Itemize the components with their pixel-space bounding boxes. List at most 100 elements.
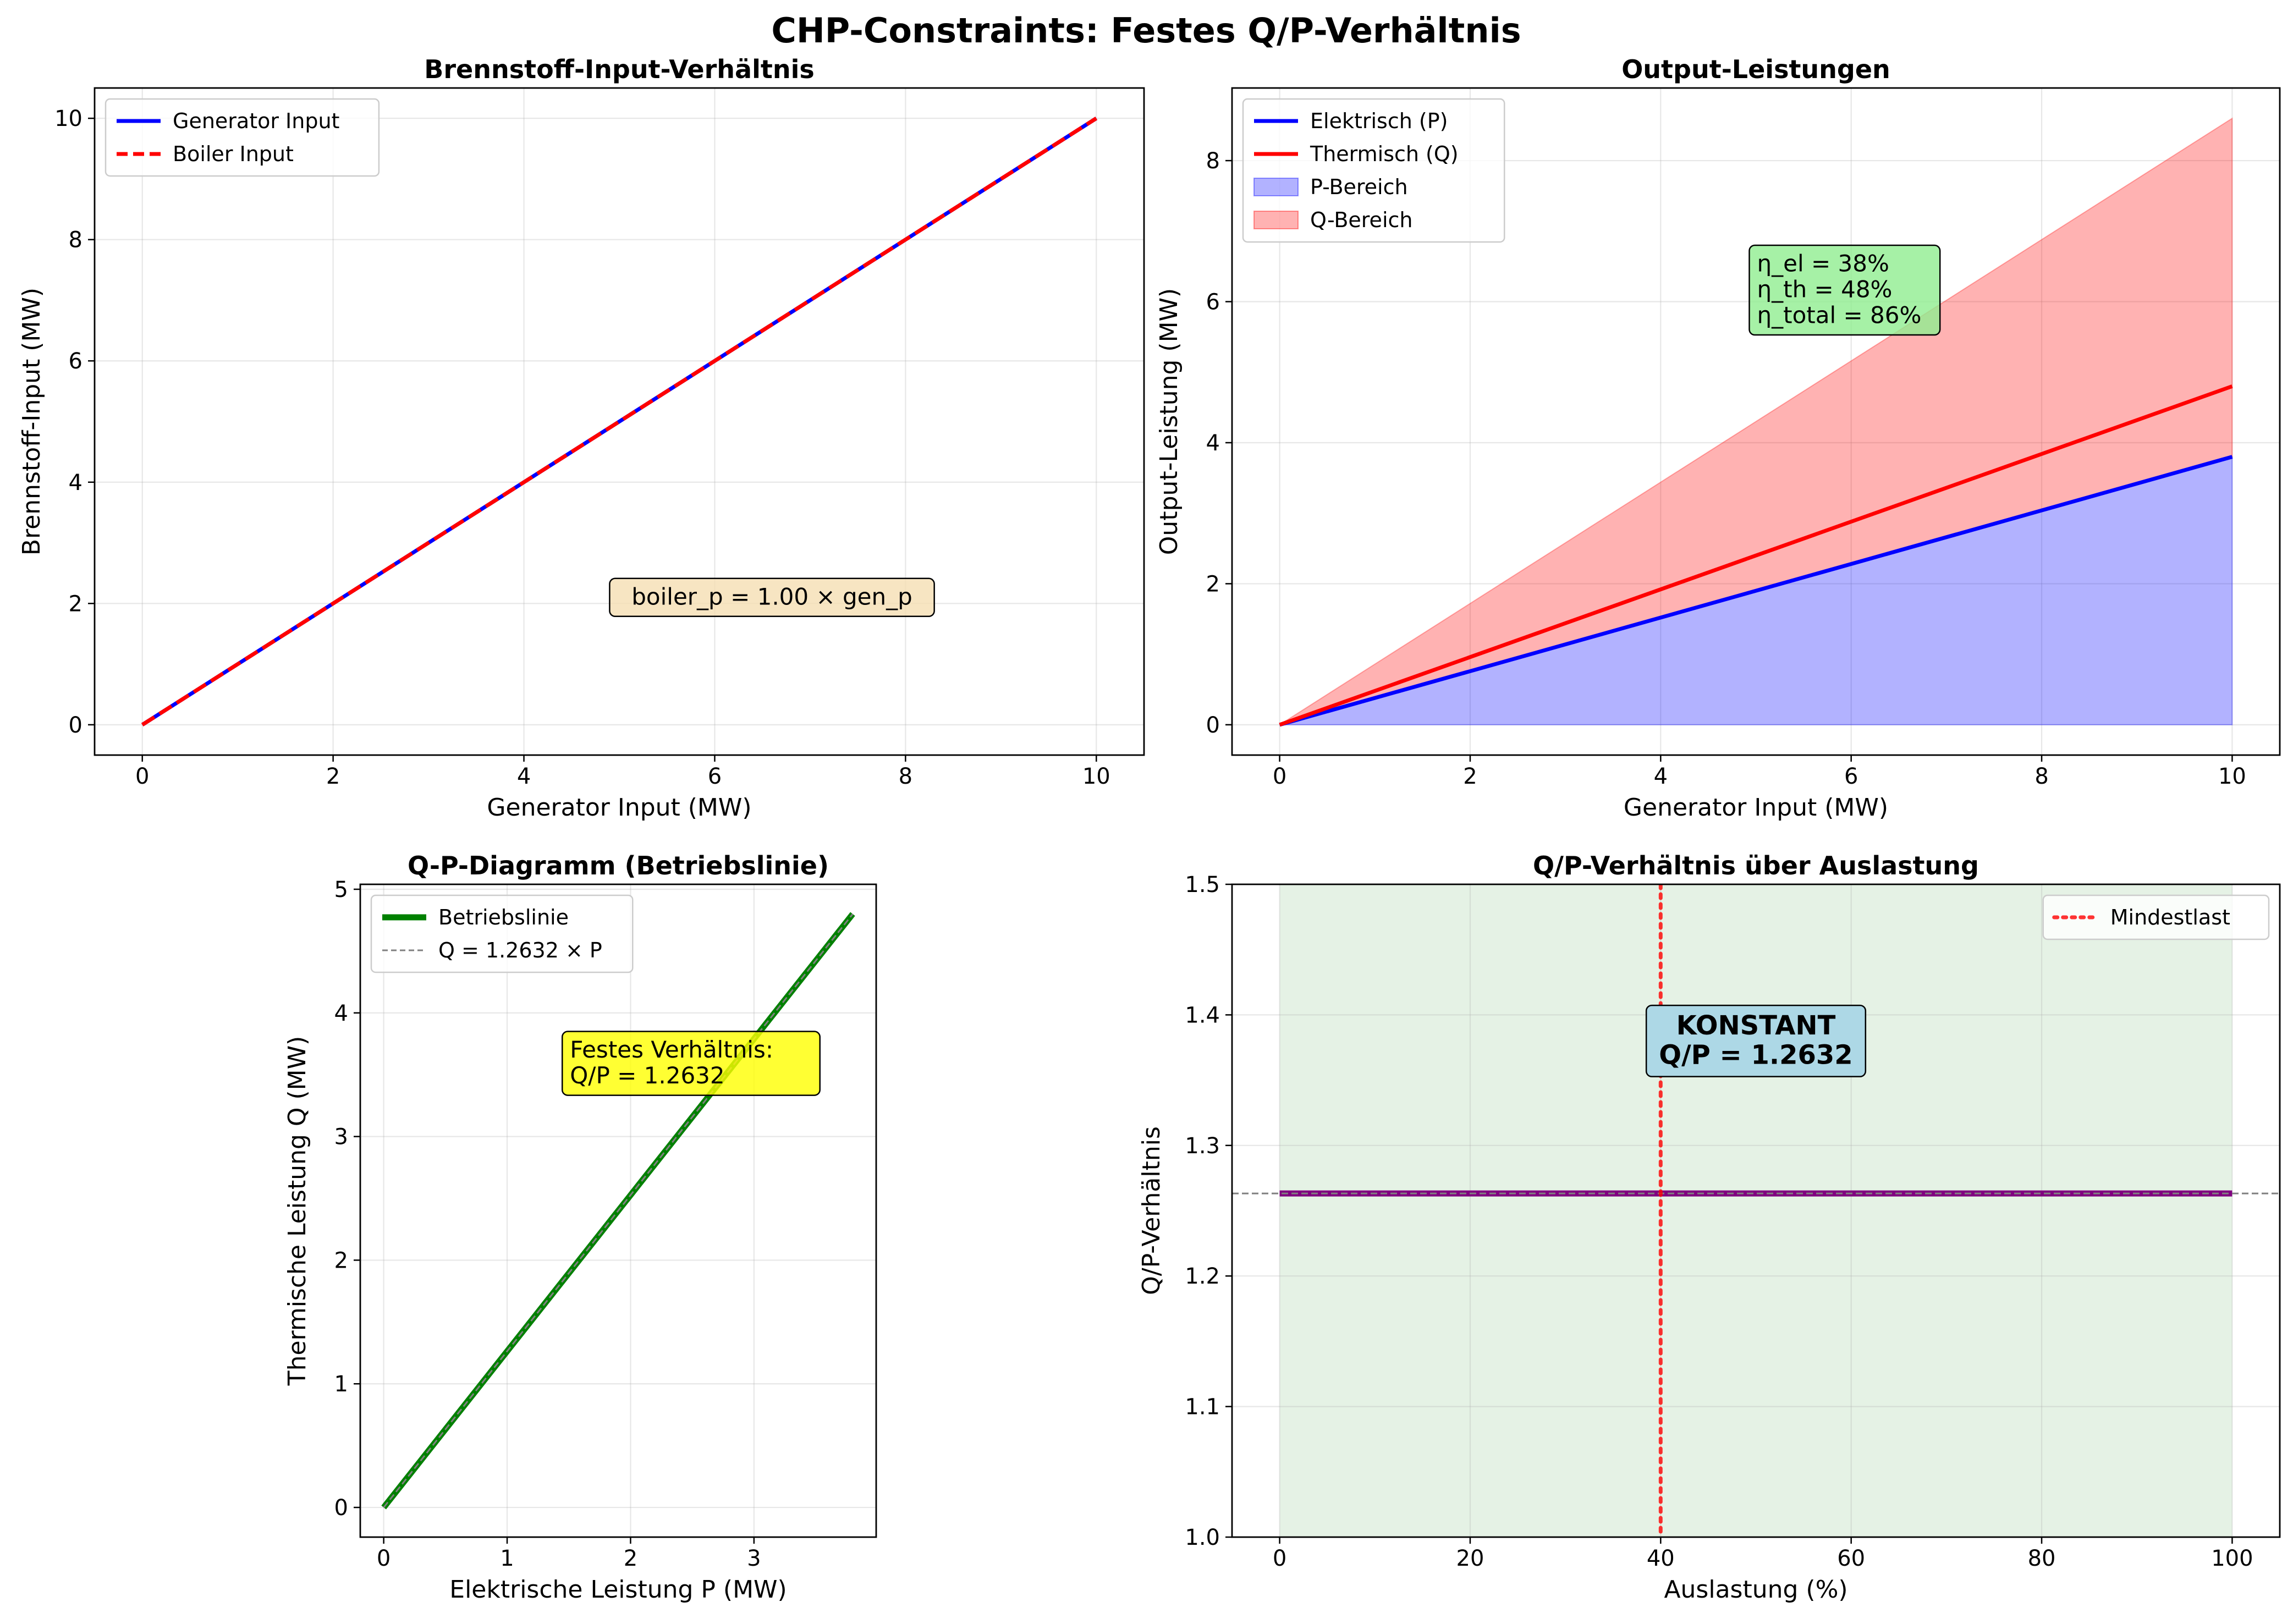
- axes-frame: [1231, 87, 2281, 756]
- annotation-background: [1645, 1004, 1867, 1077]
- x-tick-label: 4: [517, 764, 531, 789]
- y-tick-label: 4: [1206, 431, 1220, 456]
- legend-swatch: [1253, 211, 1299, 229]
- legend-label: Betriebslinie: [438, 905, 569, 929]
- x-tick-label: 2: [1463, 764, 1477, 789]
- y-tick-label: 5: [334, 877, 348, 902]
- y-tick-label: 0: [334, 1495, 348, 1521]
- x-tick-label: 2: [326, 764, 340, 789]
- axes-frame: [359, 883, 877, 1538]
- x-tick-label: 0: [1273, 764, 1286, 789]
- x-tick-label: 3: [747, 1546, 761, 1571]
- legend-frame: [105, 98, 380, 177]
- x-tick-label: 2: [624, 1546, 637, 1571]
- axes-frame: [94, 87, 1145, 756]
- annotation-text: Q/P = 1.2632: [570, 1062, 724, 1089]
- x-tick-label: 40: [1647, 1546, 1675, 1571]
- legend-label: P-Bereich: [1310, 175, 1408, 199]
- y-axis-label: Brennstoff-Input (MW): [18, 288, 46, 555]
- annotation-box: η_el = 38%η_th = 48%η_total = 86%: [1748, 244, 1941, 336]
- plot-layer: [1232, 884, 2280, 1537]
- legend-label: Boiler Input: [173, 142, 294, 166]
- y-tick-label: 10: [54, 106, 83, 131]
- plot-layer: [360, 884, 876, 1537]
- y-tick-label: 6: [69, 349, 83, 374]
- x-tick-label: 6: [1844, 764, 1858, 789]
- y-tick-label: 0: [1206, 713, 1220, 738]
- annotation-text: η_th = 48%: [1757, 276, 1893, 303]
- legend-label: Thermisch (Q): [1310, 142, 1459, 166]
- y-tick-label: 4: [69, 470, 83, 496]
- plot-area: [1232, 884, 2280, 1537]
- y-tick-label: 2: [334, 1248, 348, 1273]
- axes-frame: [1231, 883, 2281, 1538]
- y-tick-label: 1.4: [1185, 1003, 1220, 1028]
- series-thermisch-q-: [1279, 384, 2233, 727]
- y-tick-label: 2: [1206, 571, 1220, 597]
- chart-title: Q-P-Diagramm (Betriebslinie): [408, 851, 829, 880]
- legend-label: Elektrisch (P): [1310, 109, 1448, 133]
- y-tick-label: 2: [69, 591, 83, 616]
- x-tick-label: 6: [708, 764, 722, 789]
- x-tick-label: 8: [899, 764, 912, 789]
- y-tick-label: 3: [334, 1125, 348, 1150]
- x-tick-label: 0: [1273, 1546, 1286, 1571]
- y-tick-label: 0: [69, 713, 83, 738]
- chart-title: Q/P-Verhältnis über Auslastung: [1533, 851, 1979, 880]
- y-axis-label: Thermische Leistung Q (MW): [283, 1036, 311, 1386]
- y-tick-label: 4: [334, 1001, 348, 1026]
- figure-title: CHP-Constraints: Festes Q/P-Verhältnis: [771, 10, 1521, 51]
- y-axis-label: Output-Leistung (MW): [1155, 288, 1183, 555]
- annotation-background: [609, 577, 935, 618]
- legend-label: Q = 1.2632 × P: [438, 938, 602, 962]
- legend-frame: [370, 894, 634, 973]
- chart-title: Output-Leistungen: [1621, 54, 1890, 84]
- y-tick-label: 8: [1206, 148, 1220, 174]
- legend: Elektrisch (P) Thermisch (Q) P-Bereich Q-Be…: [1242, 98, 1505, 243]
- annotation-text: Q/P = 1.2632: [1659, 1040, 1852, 1071]
- x-tick-label: 4: [1654, 764, 1668, 789]
- y-tick-label: 1.3: [1185, 1133, 1220, 1159]
- x-tick-label: 0: [377, 1546, 391, 1571]
- legend-swatch: [1253, 178, 1299, 196]
- annotation-box: Festes Verhältnis:Q/P = 1.2632: [561, 1031, 821, 1096]
- x-tick-label: 80: [2028, 1546, 2056, 1571]
- x-tick-label: 1: [500, 1546, 514, 1571]
- legend: Generator Input Boiler Input: [105, 98, 380, 177]
- annotation-background: [561, 1031, 821, 1096]
- annotation-text: η_total = 86%: [1757, 302, 1922, 329]
- chart-qp: 0 1 2 3 0 1 2 3 4 5 Q-P-Diagramm (Betriebslinie) El…: [283, 851, 877, 1604]
- x-tick-label: 60: [1837, 1546, 1865, 1571]
- x-axis-label: Auslastung (%): [1664, 1576, 1847, 1604]
- x-tick-label: 8: [2034, 764, 2048, 789]
- chart-ratio: 0 20 40 60 80 100 1.0 1.1 1.2 1.3 1.4 1.5 Q/P-Verhäl…: [1137, 851, 2281, 1604]
- series-q-1-2632-p: [383, 913, 854, 1508]
- x-tick-label: 20: [1456, 1546, 1484, 1571]
- series-elektrisch-p-: [1279, 455, 2233, 727]
- y-tick-label: 1.2: [1185, 1264, 1220, 1289]
- legend-label: Q-Bereich: [1310, 208, 1412, 232]
- y-tick-label: 1.5: [1185, 872, 1220, 898]
- y-tick-label: 1: [334, 1372, 348, 1397]
- annotation-box: boiler_p = 1.00 × gen_p: [609, 577, 935, 618]
- legend-label: Generator Input: [173, 109, 339, 133]
- annotation-text: Festes Verhältnis:: [570, 1036, 773, 1063]
- annotation-text: boiler_p = 1.00 × gen_p: [631, 583, 912, 610]
- y-tick-label: 1.1: [1185, 1395, 1220, 1420]
- chart-brennstoff: 0 2 4 6 8 10 0 2 4 6 8 10 Brennstoff-Input-Verhältni…: [18, 54, 1145, 822]
- plot-layer: [1232, 88, 2280, 755]
- series-boiler-input: [141, 117, 1098, 726]
- legend-frame: [1242, 98, 1505, 243]
- x-tick-label: 0: [135, 764, 149, 789]
- chart-title: Brennstoff-Input-Verhältnis: [424, 54, 814, 84]
- y-tick-label: 8: [69, 228, 83, 253]
- annotation-text: η_el = 38%: [1757, 250, 1889, 277]
- x-tick-label: 100: [2211, 1546, 2253, 1571]
- x-tick-label: 10: [2218, 764, 2246, 789]
- y-tick-label: 6: [1206, 290, 1220, 315]
- legend-label: Mindestlast: [2110, 905, 2230, 929]
- annotation-text: KONSTANT: [1676, 1010, 1836, 1041]
- legend: Betriebslinie Q = 1.2632 × P: [370, 894, 634, 973]
